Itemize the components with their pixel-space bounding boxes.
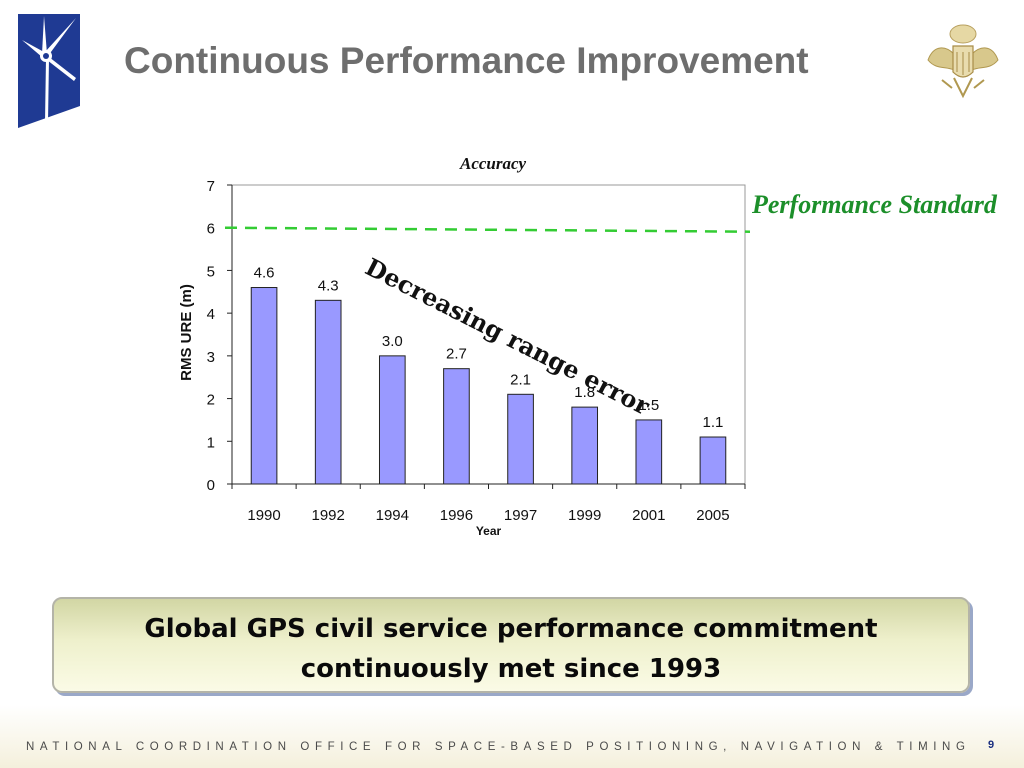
data-label: 3.0 <box>382 333 403 350</box>
bar-2005 <box>699 436 727 485</box>
data-label: 1.5 <box>638 397 659 414</box>
callout-line-1: Global GPS civil service performance com… <box>144 614 878 644</box>
bar-1990 <box>250 287 278 485</box>
x-axis-title: Year <box>476 524 502 538</box>
bar-1997 <box>507 393 534 485</box>
y-tick-label: 1 <box>207 434 215 451</box>
callout-line-2: continuously met since 1993 <box>300 654 722 684</box>
slide-title: Continuous Performance Improvement <box>124 40 809 81</box>
y-tick-label: 4 <box>207 306 215 323</box>
nco-logo <box>18 14 80 128</box>
performance-standard-label: Performance Standard <box>752 190 997 219</box>
data-label: 1.1 <box>703 414 724 431</box>
plot-border <box>232 184 746 484</box>
page-number: 9 <box>988 739 995 751</box>
x-tick-label: 2001 <box>632 507 665 524</box>
x-tick-label: 2005 <box>696 507 729 524</box>
x-tick-label: 1990 <box>247 507 280 524</box>
y-tick-label: 2 <box>207 392 215 409</box>
data-label: 1.8 <box>574 384 595 401</box>
bar-2001 <box>635 419 663 485</box>
commitment-callout: Global GPS civil service performance com… <box>52 597 970 693</box>
y-tick-label: 6 <box>207 221 215 238</box>
chart-title: Accuracy <box>460 154 527 173</box>
x-tick-label: 1996 <box>440 507 473 524</box>
accuracy-bar-chart: 0 1 2 3 4 5 6 7 4.6 1990 4.3 1992 3.0 1994 2.7 1996 2.1 1… <box>178 178 751 538</box>
bar-1992 <box>314 299 342 485</box>
data-label: 2.7 <box>446 346 467 363</box>
footer-band <box>0 705 1024 768</box>
y-tick-label: 5 <box>207 263 215 280</box>
data-label: 4.6 <box>254 265 275 282</box>
data-label: 2.1 <box>510 371 531 388</box>
y-axis-title: RMS URE (m) <box>178 284 195 381</box>
x-tick-label: 1992 <box>312 507 345 524</box>
bar-1999 <box>571 406 599 485</box>
performance-standard-line <box>224 226 751 233</box>
y-tick-label: 3 <box>207 349 215 366</box>
bar-1996 <box>443 368 470 485</box>
bar-1994 <box>378 355 406 485</box>
y-tick-label: 7 <box>207 178 215 195</box>
x-tick-label: 1999 <box>568 507 601 524</box>
data-label: 4.3 <box>318 277 339 294</box>
y-tick-label: 0 <box>207 477 215 494</box>
footer-text: NATIONAL COORDINATION OFFICE FOR SPACE-B… <box>26 741 971 753</box>
us-seal-icon <box>927 24 999 99</box>
x-tick-label: 1994 <box>376 507 409 524</box>
x-tick-label: 1997 <box>504 507 537 524</box>
